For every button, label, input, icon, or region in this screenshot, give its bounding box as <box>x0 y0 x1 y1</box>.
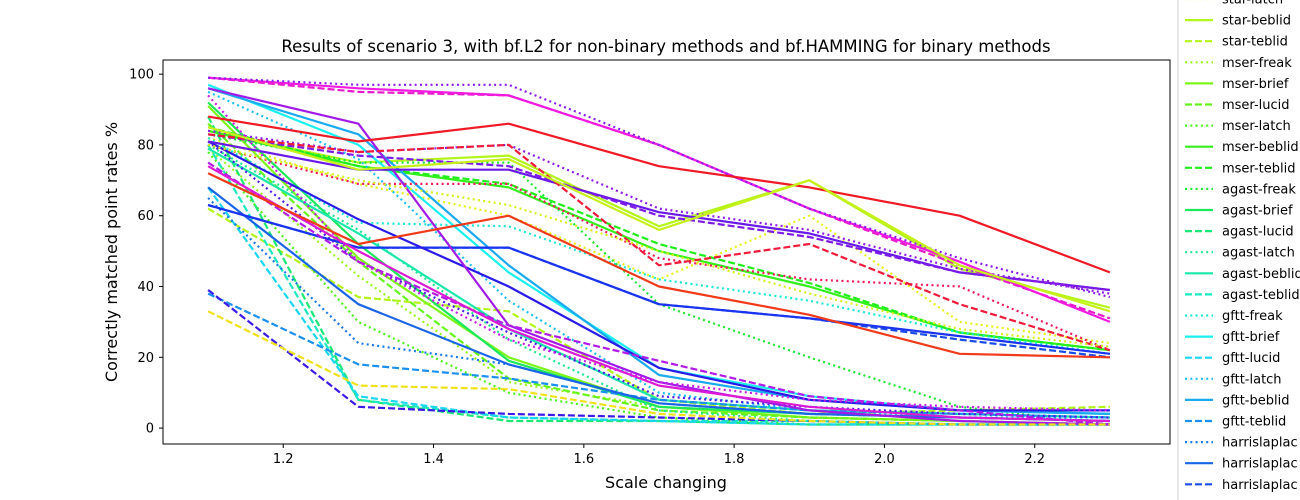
series-line-series-34 <box>207 94 1110 412</box>
legend-frame <box>1177 0 1300 500</box>
legend: star-latch star-beblid star-teblid mser-fre… <box>1177 0 1300 500</box>
series-line-agast-latch <box>207 143 1110 426</box>
series-line-mser-freak <box>207 147 1110 426</box>
legend-label: agast-beblid <box>1222 267 1300 282</box>
x-tick-label: 2.2 <box>1024 452 1045 467</box>
x-tick-label: 1.4 <box>423 452 444 467</box>
legend-label: agast-freak <box>1222 182 1296 197</box>
x-tick-label: 1.8 <box>724 452 745 467</box>
legend-label: mser-lucid <box>1222 98 1290 113</box>
legend-label: gftt-brief <box>1222 330 1280 345</box>
y-tick-label: 80 <box>137 138 154 153</box>
series-line-series-32 <box>207 87 1110 426</box>
plot-frame <box>162 59 1171 445</box>
series-line-series-45 <box>207 126 1111 313</box>
series-line-series-38 <box>208 76 1111 299</box>
x-tick-label: 1.6 <box>573 452 594 467</box>
series-line-series-35 <box>207 165 1110 423</box>
y-tick-label: 100 <box>129 68 154 83</box>
y-tick-label: 20 <box>137 351 154 366</box>
x-tick-label: 1.2 <box>273 452 294 467</box>
legend-label: mser-brief <box>1222 77 1289 92</box>
legend-label: gftt-latch <box>1222 372 1282 387</box>
legend-label: harrislaplac <box>1222 478 1298 493</box>
legend-label: harrislaplac <box>1222 436 1298 451</box>
legend-label: harrislaplac <box>1222 499 1298 500</box>
legend-label: gftt-teblid <box>1222 415 1286 430</box>
series-line-series-40 <box>207 133 1111 352</box>
y-axis-ticks: 0 20 40 60 80 100 <box>129 68 163 437</box>
legend-label: star-beblid <box>1222 14 1291 29</box>
y-axis-label: Correctly matched point rates % <box>102 122 121 382</box>
series-line-series-44 <box>207 143 1111 348</box>
legend-label: mser-teblid <box>1222 161 1295 176</box>
series-line-series-43 <box>207 310 1110 426</box>
series-line-agast-teblid <box>207 144 1110 426</box>
series-line-star-beblid <box>207 129 1111 309</box>
series-line-series-25 <box>207 204 1111 355</box>
legend-label: mser-freak <box>1222 56 1292 71</box>
legend-label: star-teblid <box>1222 35 1288 50</box>
legend-label: mser-latch <box>1222 119 1291 134</box>
y-tick-label: 40 <box>137 280 154 295</box>
series-line-series-39 <box>207 143 1111 352</box>
legend-label: agast-brief <box>1222 204 1293 219</box>
legend-label: harrislaplac <box>1222 457 1298 472</box>
series-line-gftt-teblid <box>207 292 1110 419</box>
series-line-series-42 <box>207 172 1110 359</box>
chart-title: Results of scenario 3, with bf.L2 for no… <box>281 37 1050 56</box>
x-axis-ticks: 1.2 1.4 1.6 1.8 2.0 2.2 <box>273 444 1045 467</box>
y-tick-label: 60 <box>137 209 154 224</box>
series-line-gftt-freak <box>207 136 1111 355</box>
legend-label: gftt-lucid <box>1222 351 1280 366</box>
legend-label: star-latch <box>1222 0 1283 8</box>
legend-label: agast-lucid <box>1222 225 1294 240</box>
legend-label: mser-beblid <box>1222 140 1299 155</box>
legend-label: gftt-beblid <box>1222 393 1289 408</box>
x-axis-label: Scale changing <box>605 473 727 492</box>
series-line-series-41 <box>207 115 1111 274</box>
series-line-series-30 <box>207 133 1111 292</box>
plot-lines <box>207 76 1111 426</box>
legend-label: gftt-freak <box>1222 309 1283 324</box>
y-tick-label: 0 <box>146 422 154 437</box>
legend-label: agast-latch <box>1222 246 1295 261</box>
series-line-mser-teblid <box>207 126 1111 352</box>
x-tick-label: 2.0 <box>874 452 895 467</box>
legend-label: agast-teblid <box>1222 288 1300 303</box>
